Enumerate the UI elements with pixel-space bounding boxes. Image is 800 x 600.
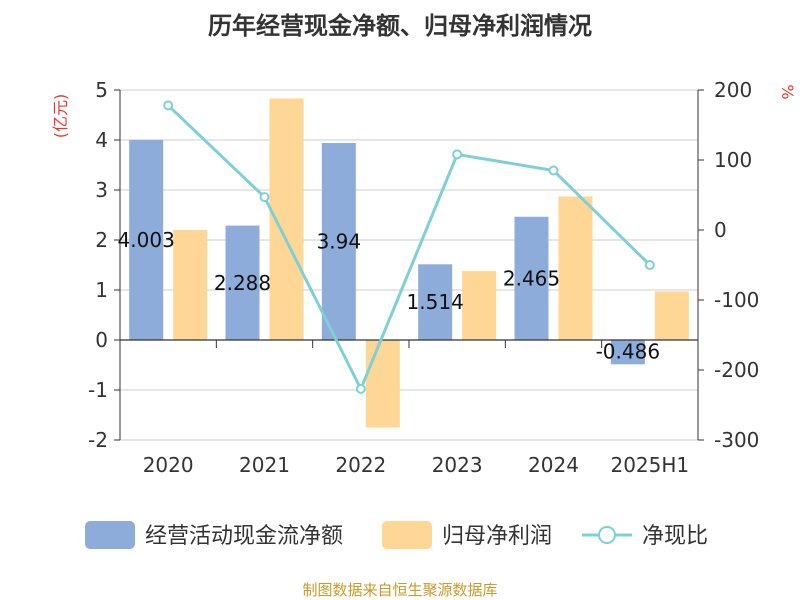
ratio-point [259,192,270,203]
data-labels: 4.003 2.288 3.94 1.514 2.465 -0.486 [118,228,661,363]
bar-cash-flow [418,264,453,340]
cash-flow-data-label: 4.003 [118,228,175,252]
legend-label-ratio: 净现比 [642,524,708,549]
legend-swatch-cash-flow [85,521,135,549]
ratio-point [163,100,174,111]
bar-net-profit [558,196,593,340]
bar-net-profit [365,340,400,428]
cash-flow-data-label: 2.288 [214,271,271,295]
left-axis-tick-label: 5 [95,78,108,102]
bar-net-profit [654,291,689,340]
legend-swatch-net-profit [382,521,432,549]
right-axis-tick-label: 100 [714,148,752,172]
bar-cash-flow [610,340,645,365]
bar-cash-flow [514,216,549,340]
bar-cash-flow [321,143,356,340]
right-axis-tick-label: -300 [714,428,759,452]
category-label: 2025H1 [610,453,689,477]
right-axis-tick-label: -100 [714,288,759,312]
ratio-point [644,260,655,270]
source-note: 制图数据来自恒生聚源数据库 [302,581,497,599]
left-axis-unit: (亿元) [51,94,70,139]
category-label: 2020 [143,453,194,477]
left-axis-tick-label: 4 [95,128,108,152]
left-axis-tick-label: -1 [88,378,108,402]
legend-label-cash-flow: 经营活动现金流净额 [145,524,343,549]
right-axis-unit: % [778,84,797,99]
legend: 经营活动现金流净额 归母净利润 净现比 [85,521,708,549]
left-axis-tick-label: 3 [95,178,108,202]
cash-flow-data-label: -0.486 [596,339,660,363]
ratio-point [355,383,366,394]
chart-title: 历年经营现金净额、归母净利润情况 [208,12,592,40]
left-axis-tick-label: 0 [95,328,108,352]
legend-label-net-profit: 归母净利润 [442,524,552,549]
ratio-point [452,149,463,160]
left-axis-tick-label: 1 [95,278,108,302]
cash-flow-data-label: 1.514 [407,290,464,314]
category-label: 2021 [239,453,290,477]
ratio-line-path [167,104,651,393]
ratio-line [163,100,655,394]
bar-cash-flow [129,139,164,340]
bar-cash-flow [225,225,260,340]
legend-marker-ratio [598,526,616,544]
cash-flow-data-label: 2.465 [503,266,560,290]
axes: 5 4 3 2 1 0 -1 -2 200 100 0 -100 -200 -300 2020 2021 202… [88,78,759,477]
category-label: 2022 [335,453,386,477]
category-label: 2024 [528,453,579,477]
ratio-point [548,165,559,176]
right-axis-tick-label: 0 [714,218,727,242]
category-label: 2023 [432,453,483,477]
cash-flow-data-label: 3.94 [317,230,362,254]
left-axis-tick-label: 2 [95,228,108,252]
bar-net-profit [173,230,208,340]
bar-net-profit [462,271,497,340]
right-axis-tick-label: 200 [714,78,752,102]
left-axis-tick-label: -2 [88,428,108,452]
right-axis-tick-label: -200 [714,358,759,382]
